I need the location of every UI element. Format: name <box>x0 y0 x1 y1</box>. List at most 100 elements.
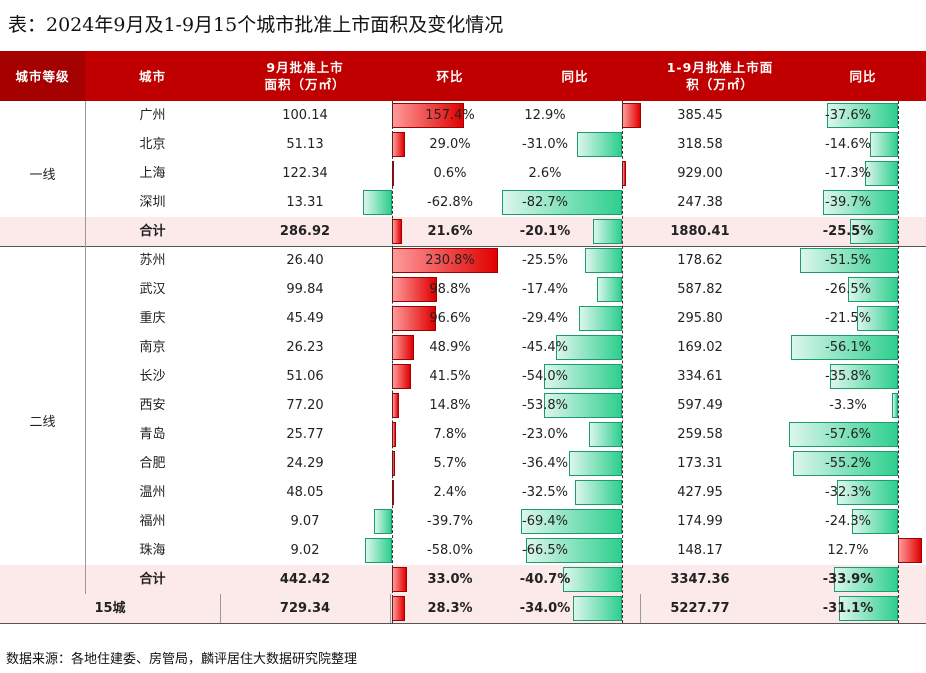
yoy-cell: -82.7% <box>480 188 610 217</box>
ytd-yoy-cell: -56.1% <box>800 333 896 362</box>
ytd_yoy-data-bar <box>857 306 898 331</box>
yoy-data-bar <box>579 306 622 331</box>
ytd-yoy-cell: -26.5% <box>800 275 896 304</box>
ytd-yoy-cell: -24.3% <box>800 507 896 536</box>
header-ytd-area: 1-9月批准上市面积（万㎡） <box>666 60 774 92</box>
ytd-area-cell: 295.80 <box>640 304 760 333</box>
area-cell-text: 26.23 <box>286 339 324 355</box>
mom-cell: 157.4% <box>390 101 510 130</box>
ytd-area-cell: 5227.77 <box>640 594 760 623</box>
yoy-cell: -53.8% <box>480 391 610 420</box>
yoy-data-bar <box>577 132 622 157</box>
mom-cell: 0.6% <box>390 159 510 188</box>
city-cell-text: 重庆 <box>139 310 166 326</box>
area-cell-text: 442.42 <box>279 571 331 587</box>
yoy-cell-text: -36.4% <box>522 455 568 471</box>
area-cell: 51.13 <box>220 130 390 159</box>
header-mom: 环比 <box>436 68 464 84</box>
yoy-cell: -40.7% <box>480 565 610 594</box>
ytd-area-cell-text: 173.31 <box>677 455 723 471</box>
area-cell: 9.07 <box>220 507 390 536</box>
yoy-data-bar <box>562 567 622 592</box>
yoy-cell: -54.0% <box>480 362 610 391</box>
column-divider <box>640 594 641 623</box>
ytd_yoy-data-bar <box>788 422 898 447</box>
mom-cell: -39.7% <box>390 507 510 536</box>
city-cell: 长沙 <box>85 362 220 391</box>
ytd_yoy-data-bar <box>851 509 898 534</box>
area-cell-text: 48.05 <box>286 484 324 500</box>
ytd-area-cell: 173.31 <box>640 449 760 478</box>
city-cell-text: 合肥 <box>139 455 166 471</box>
ytd-yoy-cell: -32.3% <box>800 478 896 507</box>
city-cell: 上海 <box>85 159 220 188</box>
area-cell: 24.29 <box>220 449 390 478</box>
ytd-area-cell-text: 1880.41 <box>670 223 730 239</box>
ytd-yoy-cell-text: -35.8% <box>825 368 871 384</box>
mom-data-bar <box>392 306 437 331</box>
yoy-data-bar <box>556 335 622 360</box>
area-cell-text: 51.06 <box>286 368 324 384</box>
yoy-cell: -66.5% <box>480 536 610 565</box>
area-cell: 99.84 <box>220 275 390 304</box>
ytd-yoy-cell: -25.5% <box>800 217 896 246</box>
yoy-cell-text: -23.0% <box>522 426 568 442</box>
ytd-area-cell: 148.17 <box>640 536 760 565</box>
ytd-area-cell-text: 318.58 <box>677 136 723 152</box>
yoy-data-bar <box>521 509 622 534</box>
area-cell: 26.23 <box>220 333 390 362</box>
ytd_yoy-data-bar <box>838 596 898 621</box>
mom-cell: 7.8% <box>390 420 510 449</box>
table-header: 城市等级 城市 9月批准上市面积（万㎡） 环比 同比 1-9月批准上市面积（万㎡… <box>0 51 926 101</box>
ytd-yoy-cell: -37.6% <box>800 101 896 130</box>
yoy-data-bar <box>592 219 622 244</box>
mom-data-bar <box>392 248 499 273</box>
mom-cell: 48.9% <box>390 333 510 362</box>
city-cell: 北京 <box>85 130 220 159</box>
area-cell-text: 45.49 <box>286 310 324 326</box>
table-row: 青岛 25.77 7.8% -23.0% 259.58 -57.6% <box>0 420 926 449</box>
mom-data-bar <box>365 538 392 563</box>
mom-cell: 96.6% <box>390 304 510 333</box>
ytd-area-cell-text: 178.62 <box>677 252 723 268</box>
ytd_yoy-data-bar <box>898 538 923 563</box>
yoy-bar-axis <box>622 101 623 623</box>
ytd-area-cell: 427.95 <box>640 478 760 507</box>
ytd-yoy-cell-text: -51.5% <box>825 252 871 268</box>
ytd-area-cell: 169.02 <box>640 333 760 362</box>
area-cell-text: 99.84 <box>286 281 324 297</box>
table-row: 合肥 24.29 5.7% -36.4% 173.31 -55.2% <box>0 449 926 478</box>
city-cell-text: 深圳 <box>139 194 166 210</box>
area-cell-text: 77.20 <box>286 397 324 413</box>
ytd_yoy-bar-axis <box>898 101 899 623</box>
city-cell-text: 青岛 <box>139 426 166 442</box>
area-cell: 51.06 <box>220 362 390 391</box>
area-cell-text: 51.13 <box>286 136 324 152</box>
area-cell-text: 729.34 <box>279 600 331 616</box>
area-cell: 77.20 <box>220 391 390 420</box>
subtotal-row: 合计 286.92 21.6% -20.1% 1880.41 -25.5% <box>0 217 926 246</box>
yoy-cell: -20.1% <box>480 217 610 246</box>
header-area: 9月批准上市面积（万㎡） <box>264 60 346 92</box>
ytd-yoy-cell-text: -3.3% <box>829 397 867 413</box>
yoy-cell-text: -53.8% <box>522 397 568 413</box>
ytd-yoy-cell: -55.2% <box>800 449 896 478</box>
mom-cell: 29.0% <box>390 130 510 159</box>
city-cell-text: 福州 <box>139 513 166 529</box>
yoy-cell: 2.6% <box>480 159 610 188</box>
mom-cell-text: -58.0% <box>427 542 473 558</box>
group-divider <box>0 246 926 247</box>
ytd-yoy-cell-text: -17.3% <box>825 165 871 181</box>
subtotal-row: 合计 442.42 33.0% -40.7% 3347.36 -33.9% <box>0 565 926 594</box>
mom-cell-text: 33.0% <box>427 571 473 587</box>
city-cell: 南京 <box>85 333 220 362</box>
ytd-area-cell-text: 259.58 <box>677 426 723 442</box>
yoy-data-bar <box>572 596 622 621</box>
ytd-yoy-cell-text: -24.3% <box>825 513 871 529</box>
total-row: 15城 729.34 28.3% -34.0% 5227.77 -31.1% <box>0 594 926 623</box>
yoy-cell-text: -20.1% <box>519 223 571 239</box>
city-cell-text: 北京 <box>139 136 166 152</box>
ytd-area-cell-text: 169.02 <box>677 339 723 355</box>
mom-cell: 41.5% <box>390 362 510 391</box>
page-title: 表：2024年9月及1-9月15个城市批准上市面积及变化情况 <box>8 14 504 36</box>
